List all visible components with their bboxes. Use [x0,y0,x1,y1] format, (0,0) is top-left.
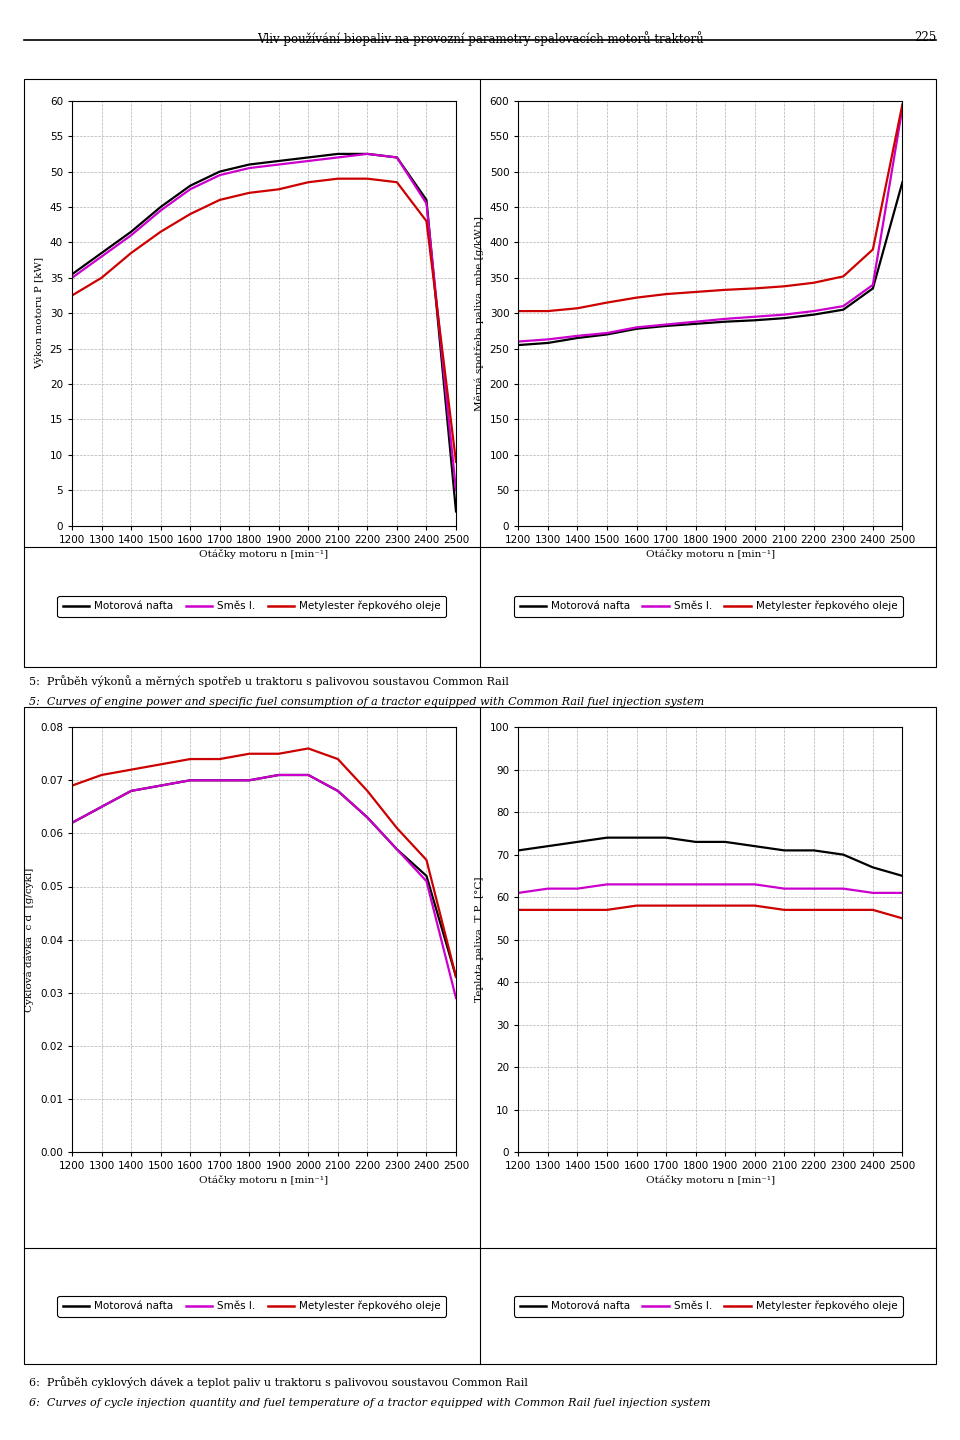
Text: Vliv používání biopaliv na provozní parametry spalovacích motorů traktorů: Vliv používání biopaliv na provozní para… [256,30,704,46]
Y-axis label: Měrná spotřeba paliva  mbe [g/kW.h]: Měrná spotřeba paliva mbe [g/kW.h] [474,216,484,410]
Legend: Motorová nafta, Směs I., Metylester řepkového oleje: Motorová nafta, Směs I., Metylester řepk… [515,1296,902,1316]
Text: 6:  Průběh cyklových dávek a teplot paliv u traktoru s palivovou soustavou Comm: 6: Průběh cyklových dávek a teplot pali… [29,1377,528,1388]
Legend: Motorová nafta, Směs I., Metylester řepkového oleje: Motorová nafta, Směs I., Metylester řepk… [515,596,902,616]
Text: 225: 225 [914,30,936,45]
X-axis label: Otáčky motoru n [min⁻¹]: Otáčky motoru n [min⁻¹] [200,549,328,559]
Legend: Motorová nafta, Směs I., Metylester řepkového oleje: Motorová nafta, Směs I., Metylester řepk… [58,596,445,616]
X-axis label: Otáčky motoru n [min⁻¹]: Otáčky motoru n [min⁻¹] [646,549,775,559]
X-axis label: Otáčky motoru n [min⁻¹]: Otáčky motoru n [min⁻¹] [200,1175,328,1185]
X-axis label: Otáčky motoru n [min⁻¹]: Otáčky motoru n [min⁻¹] [646,1175,775,1185]
Y-axis label: Teplota paliva  T P  [°C]: Teplota paliva T P [°C] [475,877,484,1002]
Text: 5:  Průběh výkonů a měrných spotřeb u traktoru s palivovou soustavou Common Rail: 5: Průběh výkonů a měrných spotřeb u tra… [29,675,509,687]
Text: 5:  Curves of engine power and specific fuel consumption of a tractor equipped w: 5: Curves of engine power and specific f… [29,697,704,707]
Y-axis label: Cyklová dávka  c d  [g/cykl]: Cyklová dávka c d [g/cykl] [25,867,35,1012]
Legend: Motorová nafta, Směs I., Metylester řepkového oleje: Motorová nafta, Směs I., Metylester řepk… [58,1296,445,1316]
Text: 6:  Curves of cycle injection quantity and fuel temperature of a tractor equippe: 6: Curves of cycle injection quantity an… [29,1398,710,1408]
Y-axis label: Výkon motoru P [kW]: Výkon motoru P [kW] [35,258,44,369]
